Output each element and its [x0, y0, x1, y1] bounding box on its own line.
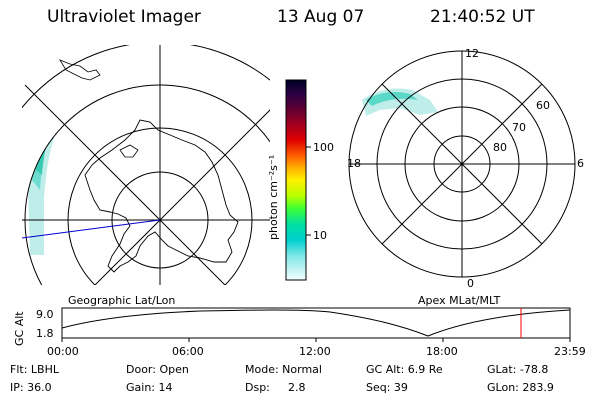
- altitude-xtick-1: 06:00: [172, 345, 204, 358]
- status-dsp-value: 2.8: [288, 381, 306, 394]
- mlt-label-12: 12: [465, 47, 479, 60]
- mlt-label-18: 18: [347, 157, 361, 170]
- status-ip: IP: 36.0: [10, 381, 52, 394]
- altitude-xtick-3: 18:00: [426, 345, 458, 358]
- geo-longitude-lines: [22, 45, 270, 285]
- mlat-label-60: 60: [536, 99, 550, 112]
- instrument-title: Ultraviolet Imager: [47, 7, 201, 27]
- apex-panel-label: Apex MLat/MLT: [418, 294, 501, 307]
- status-glon: GLon: 283.9: [487, 381, 554, 394]
- status-mode: Mode: Normal: [245, 363, 322, 376]
- colorbar-tick-label-10: 10: [313, 229, 327, 242]
- altitude-plot-frame: [61, 307, 571, 339]
- south-america-tip: [59, 59, 101, 81]
- status-filter: Flt: LBHL: [10, 363, 59, 376]
- satellite-track: [22, 219, 161, 239]
- status-dsp-label: Dsp:: [245, 381, 270, 394]
- date-label: 13 Aug 07: [277, 7, 365, 27]
- mlt-line-diag-2: [381, 83, 543, 245]
- colorbar-gradient: [285, 79, 307, 281]
- status-glat: GLat: -78.8: [487, 363, 549, 376]
- time-label: 21:40:52 UT: [430, 7, 535, 27]
- mlt-label-6: 6: [577, 157, 584, 170]
- altitude-xtick-4: 23:59: [554, 345, 586, 358]
- altitude-xtick-0: 00:00: [47, 345, 79, 358]
- altitude-ylabel: GC Alt: [13, 311, 26, 346]
- colorbar-tick-label-100: 100: [313, 141, 334, 154]
- altitude-xtick-2: 12:00: [299, 345, 331, 358]
- mlat-label-80: 80: [493, 141, 507, 154]
- altitude-curve: [61, 309, 571, 337]
- mlat-label-70: 70: [512, 121, 526, 134]
- continent-outline: [84, 119, 239, 273]
- status-gc-alt: GC Alt: 6.9 Re: [366, 363, 443, 376]
- altitude-x-ticks: [61, 338, 571, 342]
- status-seq: Seq: 39: [366, 381, 408, 394]
- geo-panel-label: Geographic Lat/Lon: [68, 294, 176, 307]
- status-gain: Gain: 14: [126, 381, 173, 394]
- altitude-ytick-high: 9.0: [36, 308, 54, 321]
- altitude-ytick-low: 1.8: [36, 327, 54, 340]
- mlt-label-0: 0: [467, 277, 474, 290]
- status-door: Door: Open: [126, 363, 189, 376]
